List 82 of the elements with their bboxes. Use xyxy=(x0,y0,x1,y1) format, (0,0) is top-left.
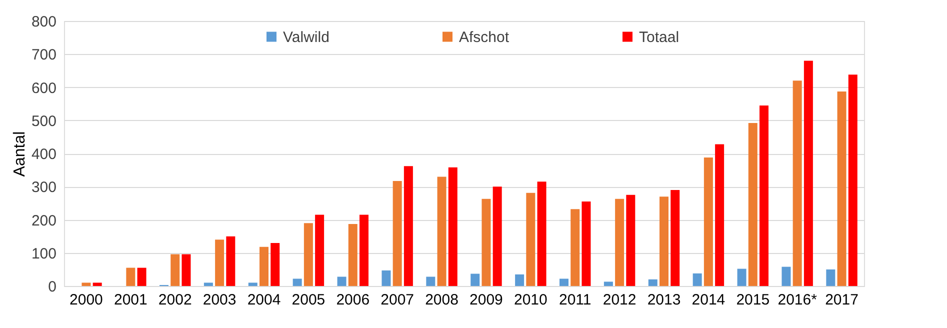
bar xyxy=(526,192,536,286)
bar xyxy=(660,196,668,286)
bar xyxy=(92,282,102,286)
x-tick-label: 2004 xyxy=(247,292,281,308)
bar xyxy=(382,270,391,286)
x-tick-label: 2000 xyxy=(70,292,103,308)
x-tick-label: 2016* xyxy=(778,292,818,308)
bar xyxy=(437,176,446,286)
bar xyxy=(782,266,791,286)
bar xyxy=(648,279,658,286)
bar xyxy=(670,190,680,286)
x-tick-label: 2002 xyxy=(158,292,192,308)
bar xyxy=(748,123,758,286)
bar xyxy=(137,268,146,286)
x-tick-label: 2017 xyxy=(825,292,858,308)
x-tick-label: 2013 xyxy=(647,292,681,308)
bar xyxy=(392,180,402,286)
bar xyxy=(704,157,713,286)
bar xyxy=(604,282,613,286)
bar xyxy=(760,105,768,286)
y-tick-label: 800 xyxy=(31,14,56,30)
bar xyxy=(304,223,313,286)
bar xyxy=(792,80,802,286)
bar xyxy=(215,240,224,286)
bar xyxy=(492,186,502,286)
y-tick-label: 600 xyxy=(31,80,56,97)
x-tick-label: 2006 xyxy=(336,292,370,308)
bar xyxy=(837,92,846,286)
y-axis-title: Aantal xyxy=(11,131,28,177)
x-tick-label: 2015 xyxy=(736,292,770,308)
legend-label: Totaal xyxy=(639,28,680,46)
bar xyxy=(270,242,280,286)
bar xyxy=(448,167,458,286)
bar xyxy=(615,198,624,286)
y-tick-label: 200 xyxy=(31,212,56,230)
bar xyxy=(560,278,568,286)
legend-label: Afschot xyxy=(459,28,510,46)
x-tick-label: 2005 xyxy=(292,292,326,308)
bar xyxy=(848,74,858,286)
y-tick-label: 300 xyxy=(31,179,56,196)
bar xyxy=(337,276,346,286)
x-tick-label: 2001 xyxy=(114,292,148,308)
x-tick-label: 2014 xyxy=(692,292,726,308)
x-tick-label: 2007 xyxy=(380,292,414,308)
x-tick-label: 2010 xyxy=(514,292,548,308)
x-tick-label: 2008 xyxy=(425,292,458,308)
bar xyxy=(404,166,413,286)
bar xyxy=(360,214,368,286)
y-tick-label: 400 xyxy=(31,146,56,163)
bar xyxy=(170,254,180,286)
bar xyxy=(348,224,358,286)
bar xyxy=(292,278,302,286)
bar xyxy=(82,282,91,286)
bar xyxy=(570,209,580,286)
x-tick-label: 2011 xyxy=(558,292,592,308)
bar xyxy=(260,246,268,286)
x-tick-label: 2012 xyxy=(602,292,636,308)
bar xyxy=(126,268,136,286)
bar xyxy=(582,202,591,286)
bar xyxy=(826,269,836,286)
x-tick-label: 2003 xyxy=(202,292,236,308)
bar xyxy=(537,182,546,286)
bar xyxy=(482,198,491,286)
y-tick-label: 0 xyxy=(48,278,56,296)
bar xyxy=(692,273,702,286)
bar xyxy=(315,214,324,286)
y-tick-label: 100 xyxy=(31,245,56,262)
bar xyxy=(737,268,746,286)
legend-label: Valwild xyxy=(283,28,330,46)
bar xyxy=(182,254,191,286)
bar xyxy=(515,274,524,286)
y-tick-label: 500 xyxy=(31,112,56,130)
bar xyxy=(470,274,480,286)
bar xyxy=(715,144,724,286)
bar xyxy=(226,236,236,286)
x-tick-label: 2009 xyxy=(470,292,503,308)
bar xyxy=(626,194,636,286)
y-tick-label: 700 xyxy=(31,46,56,64)
bar xyxy=(426,276,436,286)
bar xyxy=(248,282,258,286)
bar xyxy=(204,282,213,286)
bar xyxy=(804,60,813,286)
